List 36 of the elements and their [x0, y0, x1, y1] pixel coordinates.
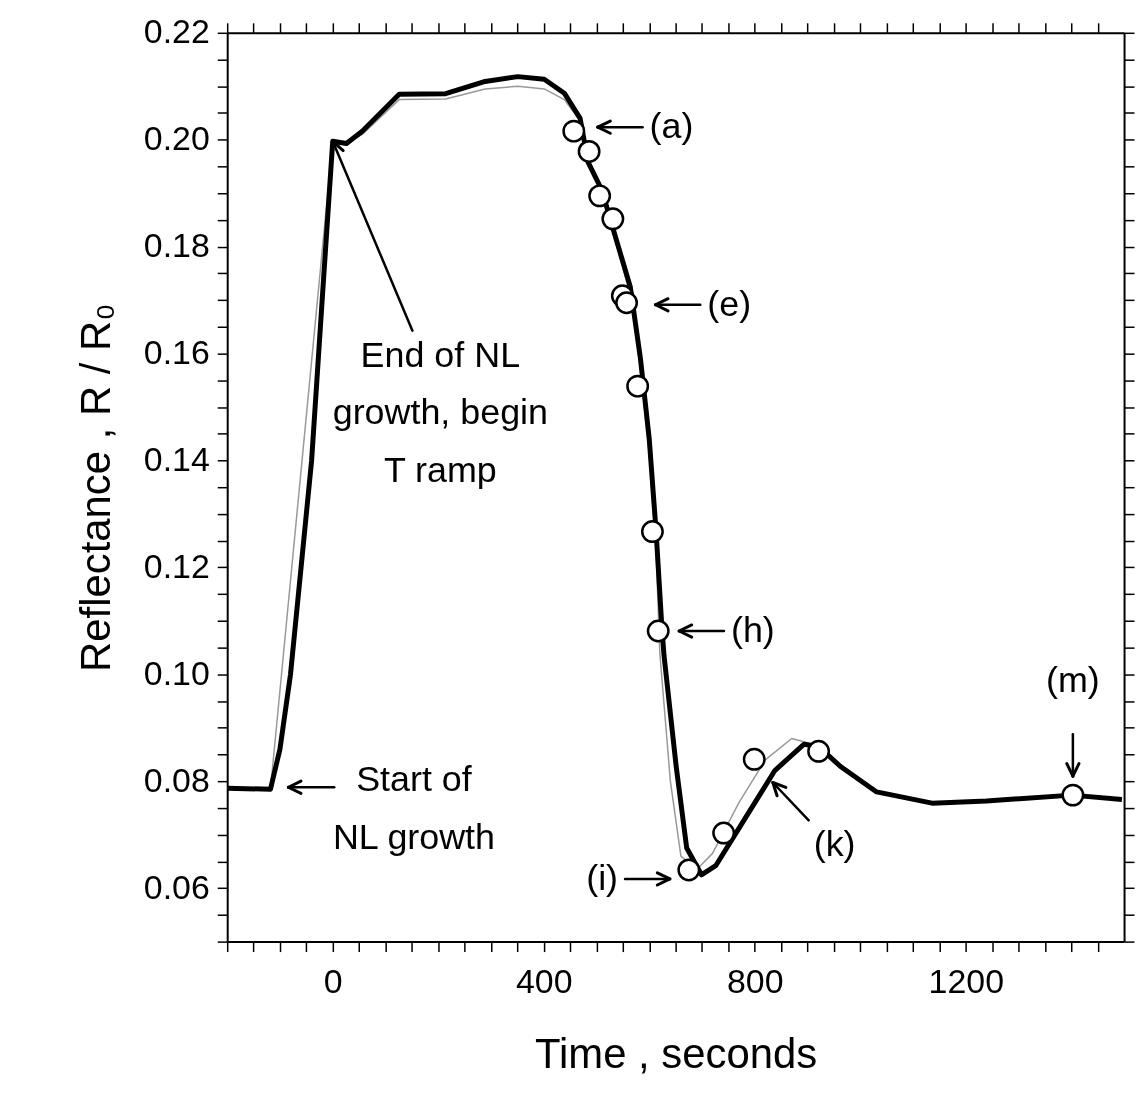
- point: [807, 739, 831, 763]
- point: [742, 747, 766, 771]
- point: [646, 619, 670, 643]
- point: [615, 291, 639, 315]
- point: [712, 821, 736, 845]
- y-tick-label: 0.12: [143, 546, 210, 585]
- annotation: (k): [813, 824, 856, 865]
- x-tick-label: 800: [727, 961, 784, 1000]
- point: [601, 207, 625, 231]
- point: [626, 374, 650, 398]
- annotation: (e): [707, 283, 752, 324]
- y-tick-label: 0.14: [143, 439, 210, 478]
- y-tick-label: 0.10: [143, 653, 210, 692]
- x-tick-label: 0: [323, 961, 343, 1000]
- point: [588, 184, 612, 208]
- point: [577, 140, 601, 163]
- y-tick-label: 0.20: [143, 119, 210, 158]
- annotation: (i): [586, 857, 619, 898]
- y-tick-label: 0.06: [143, 867, 210, 906]
- y-tick-label: 0.22: [143, 12, 210, 51]
- annotation: End of NL growth, begin T ramp: [332, 334, 548, 491]
- x-tick-label: 1200: [928, 961, 1004, 1000]
- y-tick-label: 0.08: [143, 760, 210, 799]
- x-tick-label: 400: [515, 961, 573, 1000]
- annotation: (a): [649, 106, 694, 147]
- y-tick-label: 0.16: [143, 333, 210, 372]
- y-tick-label: 0.18: [143, 226, 210, 265]
- point: [1061, 783, 1085, 807]
- annotation: (h): [730, 609, 775, 650]
- x-axis-title: Time , seconds: [535, 1029, 818, 1077]
- annotation: Start of NL growth: [332, 759, 496, 858]
- annotation: (m): [1046, 660, 1100, 701]
- point: [640, 520, 664, 544]
- point: [677, 858, 701, 882]
- y-axis-title: Reflectance , R / R₀: [71, 303, 119, 672]
- point: [562, 119, 586, 143]
